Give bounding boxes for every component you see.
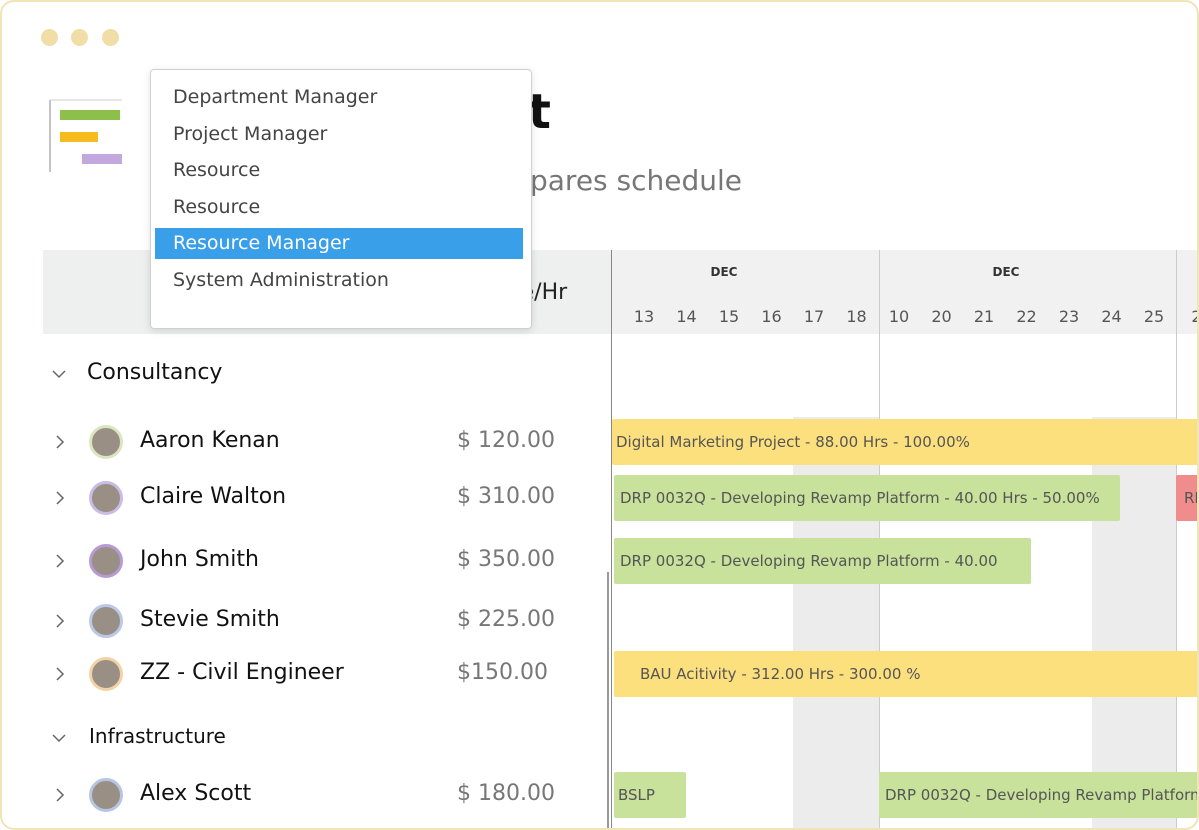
day-label: 21 — [973, 307, 995, 326]
page-title: t — [528, 84, 551, 140]
week-line — [1176, 250, 1177, 828]
expand-icon[interactable] — [52, 490, 68, 506]
group-name: Consultancy — [87, 360, 223, 385]
expand-icon[interactable] — [52, 787, 68, 803]
window-dot — [102, 29, 119, 46]
task-bar[interactable]: DRP 0032Q - Developing Revamp Platform -… — [614, 475, 1120, 521]
expand-icon[interactable] — [52, 553, 68, 569]
dropdown-item[interactable]: Resource — [173, 195, 261, 218]
day-label: 15 — [718, 307, 740, 326]
dropdown-item[interactable]: Resource — [173, 159, 261, 182]
avatar — [89, 657, 123, 691]
dropdown-item[interactable]: System Administration — [173, 269, 389, 291]
dropdown-item[interactable]: Project Manager — [173, 122, 328, 145]
rate: $ 180.00 — [457, 781, 555, 806]
rate: $ 120.00 — [457, 428, 555, 453]
day-label: 13 — [633, 307, 655, 326]
divider — [611, 250, 612, 828]
avatar — [89, 481, 123, 515]
timeline-header — [612, 250, 1197, 334]
expand-icon[interactable] — [52, 666, 68, 682]
day-label: 24 — [1101, 307, 1122, 326]
rate: $ 225.00 — [457, 607, 555, 632]
dropdown-item[interactable]: Department Manager — [173, 86, 378, 108]
task-bar[interactable]: BSLP — [614, 772, 686, 818]
window-dot — [41, 29, 58, 46]
day-label: 20 — [931, 307, 952, 326]
day-label: 2 — [1182, 307, 1197, 326]
page-subtitle: pares schedule — [530, 164, 743, 197]
resource-name: Alex Scott — [140, 781, 252, 806]
window-dot — [71, 29, 88, 46]
task-bar[interactable]: BAU Acitivity - 312.00 Hrs - 300.00 % — [614, 651, 1197, 697]
collapse-icon[interactable] — [51, 366, 67, 382]
resource-name: Claire Walton — [140, 484, 287, 509]
day-label: 25 — [1143, 307, 1165, 326]
task-bar[interactable]: RE — [1176, 475, 1197, 521]
day-label: 23 — [1058, 307, 1080, 326]
day-label: 16 — [761, 307, 782, 326]
group-name: Infrastructure — [89, 724, 226, 748]
avatar — [89, 778, 123, 812]
scrollbar — [607, 572, 609, 828]
rate: $150.00 — [457, 660, 548, 685]
dropdown: Department Manager Project Manager Resourc… — [150, 69, 532, 329]
rate: $ 350.00 — [457, 547, 555, 572]
dropdown-item[interactable]: Resource Manager — [155, 228, 523, 260]
month-label: DEC — [710, 265, 738, 279]
day-label: 10 — [888, 307, 910, 326]
expand-icon[interactable] — [52, 434, 68, 450]
collapse-icon[interactable] — [51, 730, 67, 746]
resource-name: John Smith — [140, 547, 259, 572]
task-bar[interactable]: Digital Marketing Project - 88.00 Hrs - … — [612, 419, 1197, 465]
day-label: 18 — [846, 307, 867, 326]
task-bar[interactable]: DRP 0032Q - Developing Revamp Platform — [879, 772, 1197, 818]
resource-name: ZZ - Civil Engineer — [140, 660, 344, 685]
month-label: DEC — [992, 265, 1020, 279]
expand-icon[interactable] — [52, 613, 68, 629]
day-label: 14 — [676, 307, 697, 326]
resource-name: Stevie Smith — [140, 607, 280, 632]
avatar — [89, 604, 123, 638]
resource-name: Aaron Kenan — [140, 428, 280, 453]
avatar — [89, 425, 123, 459]
rate: $ 310.00 — [457, 484, 555, 509]
avatar — [89, 544, 123, 578]
day-label: 17 — [803, 307, 825, 326]
task-bar[interactable]: DRP 0032Q - Developing Revamp Platform -… — [614, 538, 1031, 584]
day-label: 22 — [1016, 307, 1037, 326]
logo — [49, 99, 122, 172]
